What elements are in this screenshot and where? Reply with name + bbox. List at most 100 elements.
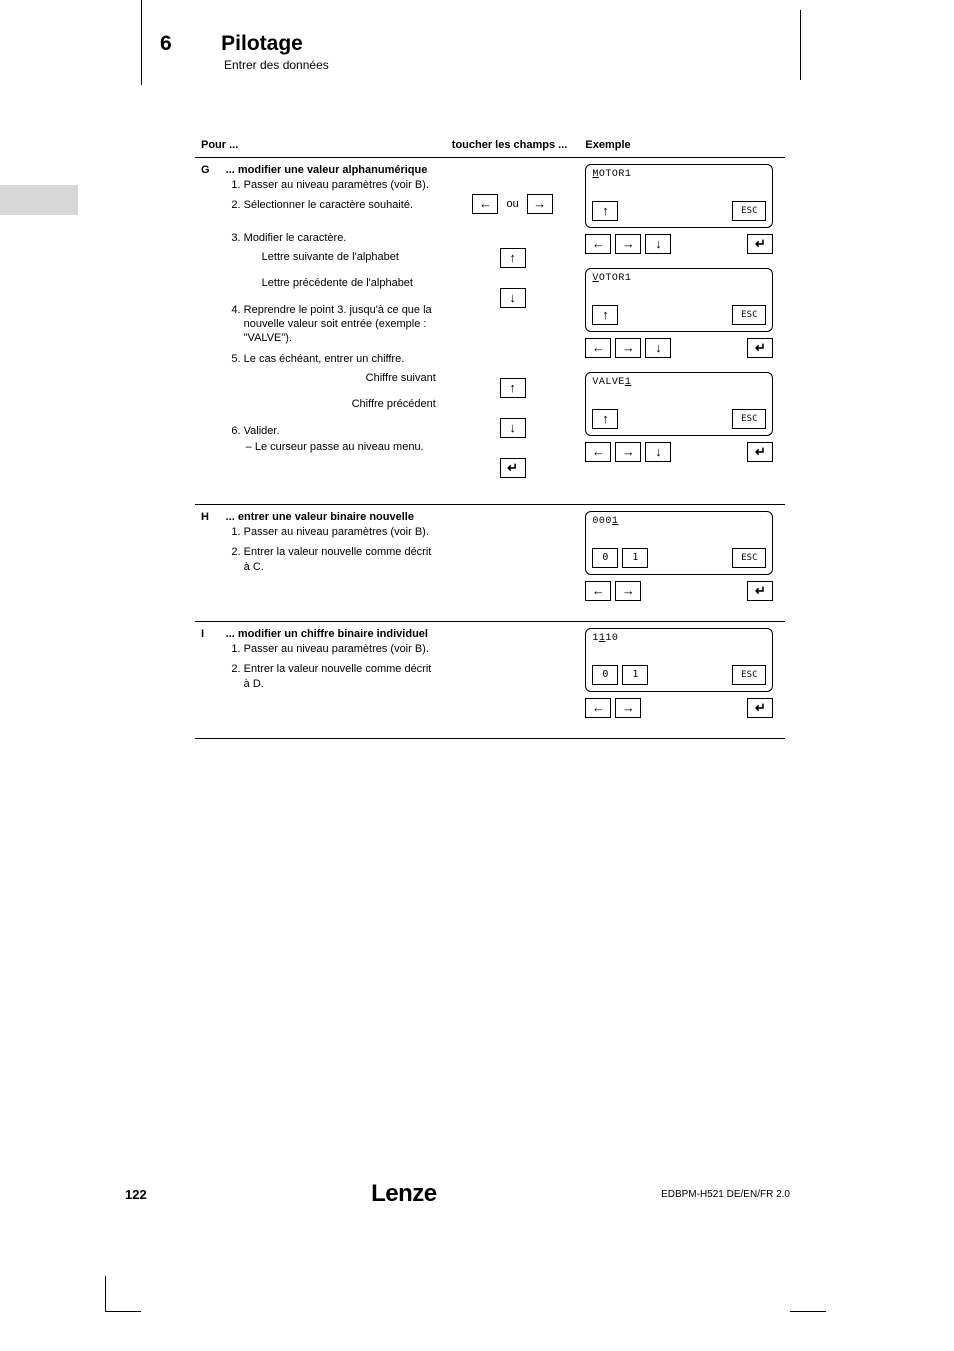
enter-icon: ↵	[747, 338, 773, 358]
arrow-up-icon: ↑	[592, 201, 618, 221]
enter-icon: ↵	[747, 698, 773, 718]
display-value: VALVE1	[592, 377, 766, 391]
chapter-subtitle: Entrer des données	[224, 58, 329, 72]
esc-key: ESC	[732, 665, 766, 685]
enter-icon: ↵	[747, 581, 773, 601]
row-keys: ← ou → ↑ ↓ ↑ ↓ ↵	[446, 158, 580, 505]
zero-key: 0	[592, 548, 618, 568]
chapter-title: Pilotage	[221, 32, 303, 55]
col-header-pour: Pour ...	[195, 135, 446, 158]
arrow-left-icon: ←	[472, 194, 498, 214]
table-row: H ... entrer une valeur binaire nouvelle…	[195, 505, 785, 622]
arrow-down-icon: ↓	[500, 288, 526, 308]
row-keys	[446, 622, 580, 739]
row-id: G	[195, 158, 220, 505]
arrow-right-icon: →	[615, 442, 641, 462]
row-text: ... entrer une valeur binaire nouvelle P…	[220, 505, 446, 622]
step-item: Passer au niveau paramètres (voir B).	[244, 525, 440, 539]
step-item: Reprendre le point 3. jusqu'à ce que la …	[244, 303, 440, 346]
arrow-down-icon: ↓	[645, 234, 671, 254]
step-item: Entrer la valeur nouvelle comme décrit à…	[244, 545, 440, 574]
page-footer: 122 Lenze EDBPM-H521 DE/EN/FR 2.0	[125, 1180, 790, 1208]
instruction-table: Pour ... toucher les champs ... Exemple …	[195, 135, 785, 739]
substep-dash: – Le curseur passe au niveau menu.	[244, 440, 440, 454]
substep-label: Lettre précédente de l'alphabet	[262, 277, 440, 289]
header-vertical-rule	[141, 0, 142, 85]
display-screen: 0001 0 1 ESC	[585, 511, 773, 575]
arrow-right-icon: →	[615, 698, 641, 718]
arrow-down-icon: ↓	[645, 338, 671, 358]
step-item: Le cas échéant, entrer un chiffre.	[244, 352, 440, 366]
row-text: ... modifier une valeur alphanumérique P…	[220, 158, 446, 505]
display-screen: 1110 0 1 ESC	[585, 628, 773, 692]
esc-key: ESC	[732, 548, 766, 568]
enter-icon: ↵	[747, 234, 773, 254]
step-item: Sélectionner le caractère souhaité.	[244, 198, 440, 212]
row-keys	[446, 505, 580, 622]
side-grey-tab	[0, 185, 78, 215]
ou-label: ou	[506, 198, 518, 210]
esc-key: ESC	[732, 409, 766, 429]
arrow-up-icon: ↑	[592, 305, 618, 325]
step-item: Modifier le caractère.	[244, 231, 440, 245]
display-screen: VOTOR1 ↑ ESC	[585, 268, 773, 332]
arrow-up-icon: ↑	[592, 409, 618, 429]
row-title: ... entrer une valeur binaire nouvelle	[226, 511, 440, 523]
arrow-right-icon: →	[615, 234, 641, 254]
doc-id: EDBPM-H521 DE/EN/FR 2.0	[661, 1189, 790, 1200]
crop-mark-bottom-left	[105, 1276, 141, 1312]
display-value: 1110	[592, 633, 766, 647]
enter-icon: ↵	[500, 458, 526, 478]
one-key: 1	[622, 665, 648, 685]
zero-key: 0	[592, 665, 618, 685]
row-example: 0001 0 1 ESC ← → ↵	[579, 505, 785, 622]
display-screen: MOTOR1 ↑ ESC	[585, 164, 773, 228]
arrow-up-icon: ↑	[500, 248, 526, 268]
page-header: 6 Pilotage Entrer des données	[160, 32, 329, 72]
row-text: ... modifier un chiffre binaire individu…	[220, 622, 446, 739]
one-key: 1	[622, 548, 648, 568]
enter-icon: ↵	[747, 442, 773, 462]
row-example: MOTOR1 ↑ ESC ← → ↓ ↵	[579, 158, 785, 505]
table-row: I ... modifier un chiffre binaire indivi…	[195, 622, 785, 739]
esc-key: ESC	[732, 201, 766, 221]
substep-label: Chiffre précédent	[226, 398, 440, 410]
col-header-exemple: Exemple	[579, 135, 785, 158]
step-item: Passer au niveau paramètres (voir B).	[244, 642, 440, 656]
arrow-down-icon: ↓	[645, 442, 671, 462]
table-row: G ... modifier une valeur alphanumérique…	[195, 158, 785, 505]
arrow-left-icon: ←	[585, 234, 611, 254]
arrow-down-icon: ↓	[500, 418, 526, 438]
arrow-right-icon: →	[527, 194, 553, 214]
page-number: 122	[125, 1187, 147, 1202]
col-header-toucher: toucher les champs ...	[446, 135, 580, 158]
logo: Lenze	[371, 1180, 437, 1208]
row-title: ... modifier une valeur alphanumérique	[226, 164, 440, 176]
step-item: Passer au niveau paramètres (voir B).	[244, 178, 440, 192]
arrow-up-icon: ↑	[500, 378, 526, 398]
display-value: VOTOR1	[592, 273, 766, 287]
step-text: Valider.	[244, 425, 280, 437]
row-id: H	[195, 505, 220, 622]
arrow-right-icon: →	[615, 338, 641, 358]
header-vertical-rule-right	[800, 10, 801, 80]
arrow-left-icon: ←	[585, 698, 611, 718]
substep-label: Chiffre suivant	[226, 372, 440, 384]
display-value: MOTOR1	[592, 169, 766, 183]
arrow-left-icon: ←	[585, 581, 611, 601]
arrow-left-icon: ←	[585, 442, 611, 462]
step-item: Entrer la valeur nouvelle comme décrit à…	[244, 662, 440, 691]
row-title: ... modifier un chiffre binaire individu…	[226, 628, 440, 640]
display-screen: VALVE1 ↑ ESC	[585, 372, 773, 436]
main-content: Pour ... toucher les champs ... Exemple …	[195, 135, 785, 739]
row-id: I	[195, 622, 220, 739]
arrow-right-icon: →	[615, 581, 641, 601]
esc-key: ESC	[732, 305, 766, 325]
crop-mark-bottom-right	[790, 1276, 826, 1312]
substep-label: Lettre suivante de l'alphabet	[262, 251, 440, 263]
row-example: 1110 0 1 ESC ← → ↵	[579, 622, 785, 739]
display-value: 0001	[592, 516, 766, 530]
chapter-number: 6	[160, 32, 172, 55]
step-item: Valider. – Le curseur passe au niveau me…	[244, 424, 440, 455]
arrow-left-icon: ←	[585, 338, 611, 358]
